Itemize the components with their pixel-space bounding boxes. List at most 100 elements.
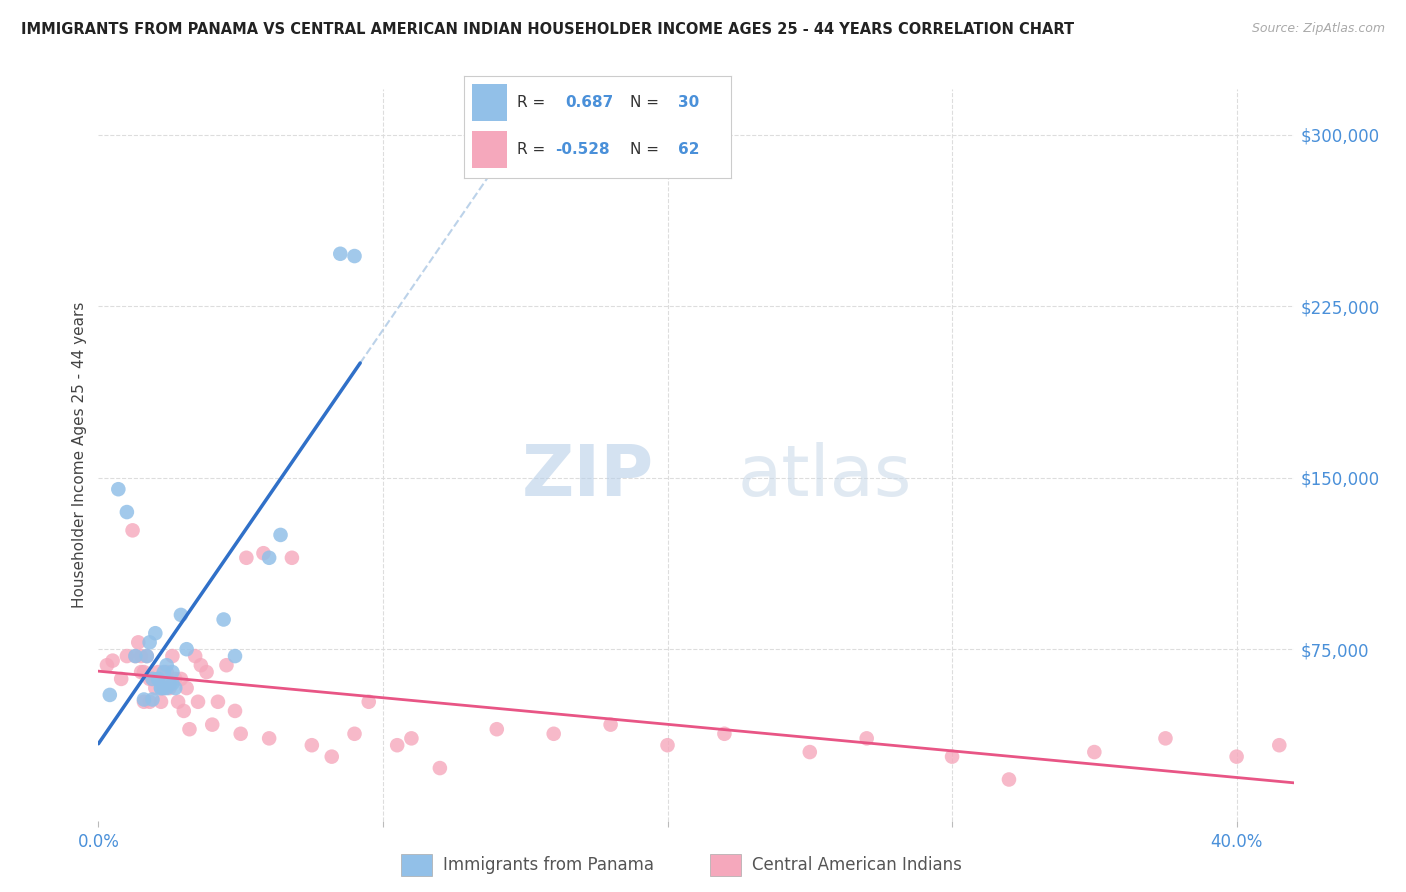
Text: -0.528: -0.528 xyxy=(555,142,609,157)
Point xyxy=(107,482,129,496)
Text: Central American Indians: Central American Indians xyxy=(752,856,962,874)
Point xyxy=(138,635,160,649)
Point xyxy=(132,695,155,709)
Point xyxy=(179,723,201,737)
Point xyxy=(187,695,209,709)
Point xyxy=(1083,745,1105,759)
Point xyxy=(132,665,155,679)
Point xyxy=(141,672,163,686)
Point xyxy=(329,246,352,260)
Point xyxy=(138,672,160,686)
Text: 30: 30 xyxy=(678,95,699,110)
Point xyxy=(224,704,246,718)
Point xyxy=(129,665,152,679)
FancyBboxPatch shape xyxy=(472,84,506,121)
Point xyxy=(385,738,409,752)
Point xyxy=(1154,731,1177,746)
Point xyxy=(270,528,292,542)
Text: N =: N = xyxy=(630,95,658,110)
Point xyxy=(235,550,257,565)
Point xyxy=(115,649,138,664)
Point xyxy=(159,681,181,695)
Point xyxy=(138,695,160,709)
Point xyxy=(212,612,235,626)
Point xyxy=(143,681,166,695)
Point xyxy=(156,681,179,695)
Point xyxy=(713,727,735,741)
Point xyxy=(167,695,190,709)
Point xyxy=(1268,738,1291,752)
Point xyxy=(159,676,181,690)
Text: 0.687: 0.687 xyxy=(565,95,614,110)
Point xyxy=(148,665,170,679)
Point xyxy=(96,658,118,673)
Point xyxy=(165,681,187,695)
Point xyxy=(1226,749,1249,764)
Point xyxy=(855,731,877,746)
Point xyxy=(252,546,274,560)
Point xyxy=(110,672,132,686)
Point xyxy=(257,550,280,565)
Point xyxy=(124,649,146,664)
Point xyxy=(148,672,170,686)
Text: 62: 62 xyxy=(678,142,699,157)
Point xyxy=(132,692,155,706)
Text: R =: R = xyxy=(517,95,546,110)
Point xyxy=(173,704,195,718)
Point xyxy=(156,658,179,673)
Point xyxy=(301,738,323,752)
Point xyxy=(215,658,238,673)
Point xyxy=(343,727,366,741)
Point xyxy=(257,731,280,746)
Point xyxy=(98,688,121,702)
Point xyxy=(184,649,207,664)
Text: R =: R = xyxy=(517,142,546,157)
Point xyxy=(156,665,179,679)
Point xyxy=(165,672,187,686)
Point xyxy=(429,761,451,775)
Point xyxy=(229,727,252,741)
Point xyxy=(129,649,152,664)
Point xyxy=(207,695,229,709)
Point xyxy=(115,505,138,519)
Point xyxy=(170,607,193,622)
Text: ZIP: ZIP xyxy=(522,442,654,511)
Point xyxy=(150,681,173,695)
Point xyxy=(357,695,380,709)
Point xyxy=(124,649,146,664)
Point xyxy=(599,717,621,731)
Point xyxy=(143,626,166,640)
Point xyxy=(190,658,212,673)
Point xyxy=(153,681,176,695)
Point xyxy=(162,676,184,690)
Point xyxy=(150,681,173,695)
Point xyxy=(543,727,565,741)
Point xyxy=(321,749,343,764)
Point xyxy=(135,649,157,664)
Point xyxy=(401,731,423,746)
Point xyxy=(176,642,198,657)
FancyBboxPatch shape xyxy=(472,131,506,168)
Text: N =: N = xyxy=(630,142,658,157)
Point xyxy=(101,654,124,668)
Point xyxy=(148,672,170,686)
Point xyxy=(343,249,366,263)
Point xyxy=(657,738,679,752)
Text: atlas: atlas xyxy=(738,442,912,511)
Point xyxy=(281,550,304,565)
Point xyxy=(150,672,173,686)
Point xyxy=(224,649,246,664)
Point xyxy=(153,665,176,679)
Point xyxy=(799,745,821,759)
Point xyxy=(176,681,198,695)
Point xyxy=(150,695,173,709)
Text: IMMIGRANTS FROM PANAMA VS CENTRAL AMERICAN INDIAN HOUSEHOLDER INCOME AGES 25 - 4: IMMIGRANTS FROM PANAMA VS CENTRAL AMERIC… xyxy=(21,22,1074,37)
Point xyxy=(201,717,224,731)
Text: Source: ZipAtlas.com: Source: ZipAtlas.com xyxy=(1251,22,1385,36)
Point xyxy=(485,723,508,737)
Text: Immigrants from Panama: Immigrants from Panama xyxy=(443,856,654,874)
Y-axis label: Householder Income Ages 25 - 44 years: Householder Income Ages 25 - 44 years xyxy=(72,301,87,608)
Point xyxy=(162,649,184,664)
Point xyxy=(195,665,218,679)
Point xyxy=(141,672,163,686)
